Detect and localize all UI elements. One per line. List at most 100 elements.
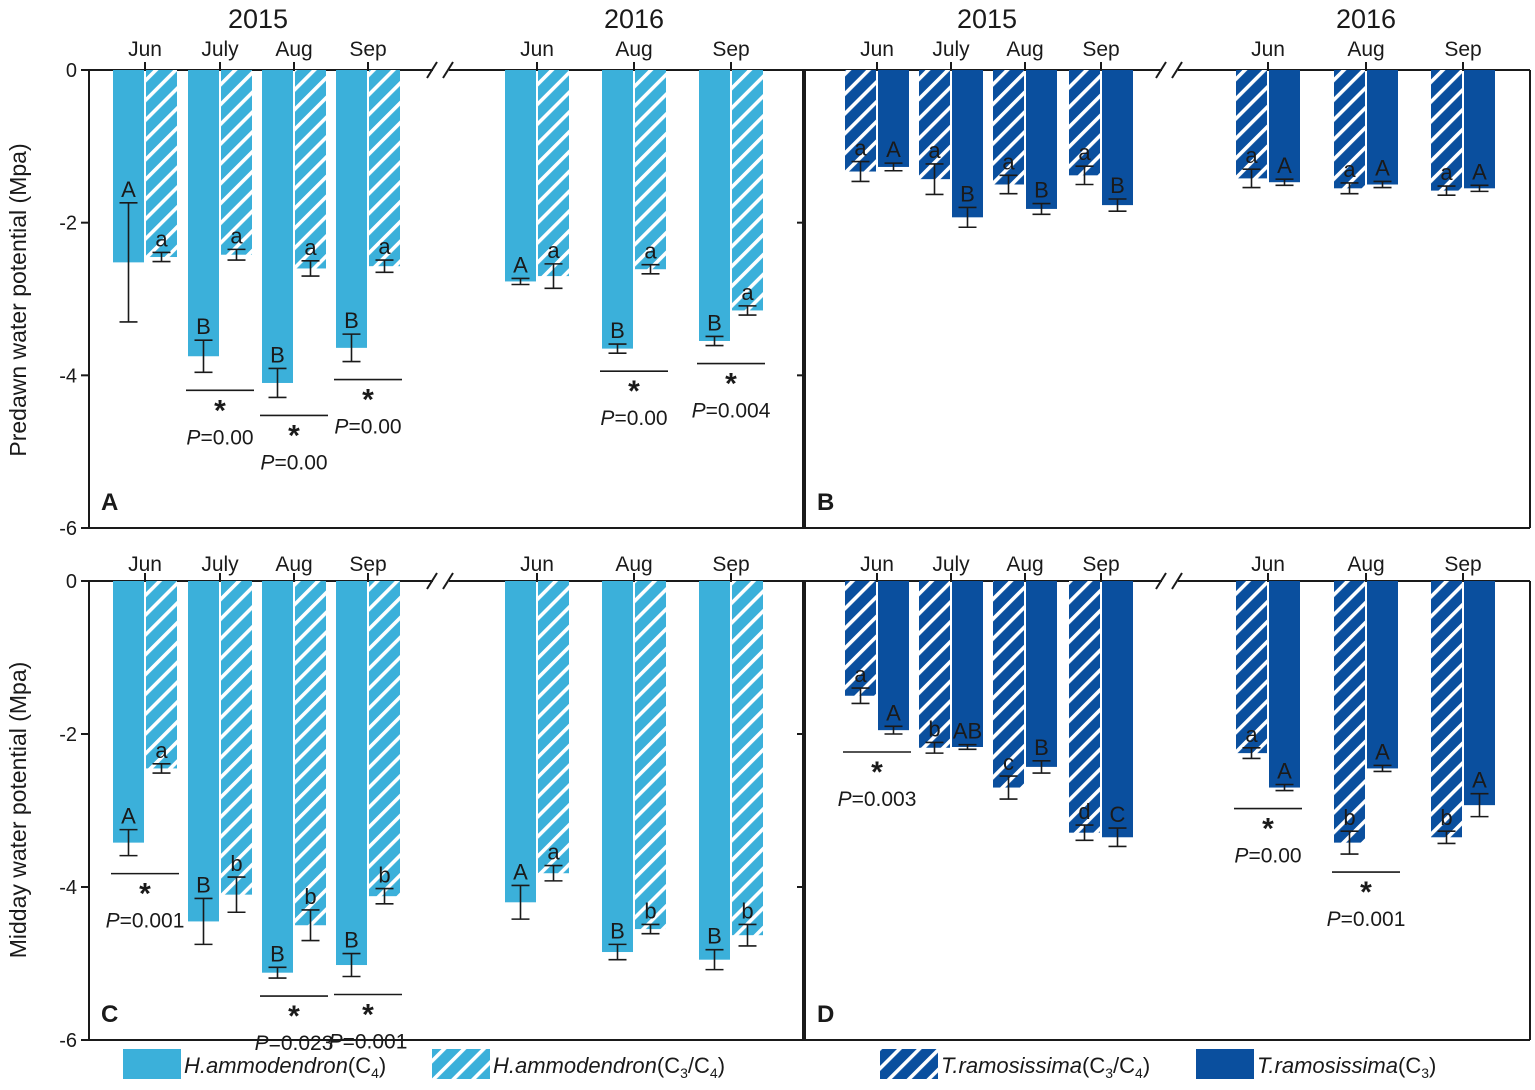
significance-asterisk: * [288, 419, 300, 452]
significance-letter: B [1034, 178, 1049, 203]
significance-letter: a [155, 738, 168, 763]
significance-letter: A [513, 859, 528, 884]
bar [602, 70, 633, 349]
significance-letter: A [513, 252, 528, 277]
p-value-label: P=0.00 [1234, 845, 1301, 868]
significance-letter: c [1003, 750, 1014, 775]
bar [113, 581, 144, 843]
significance-letter: B [270, 941, 285, 966]
bar [188, 70, 219, 357]
y-tick-label: -4 [59, 365, 77, 387]
significance-letter: AB [953, 719, 982, 744]
legend-entry-ham-c3c4: H.ammodendron(C3/C4) [432, 1049, 725, 1081]
bar [699, 70, 730, 341]
svg-text:H.ammodendron(C3/C4): H.ammodendron(C3/C4) [493, 1053, 725, 1081]
significance-letter: B [1034, 735, 1049, 760]
bar [1367, 581, 1398, 769]
bar [1236, 70, 1267, 179]
legend-label-ham-c3c4-species: H.ammodendron [493, 1053, 657, 1078]
significance-letter: b [741, 898, 753, 923]
significance-letter: a [230, 223, 243, 248]
significance-letter: a [547, 840, 560, 865]
significance-letter: a [741, 280, 754, 305]
month-label: Aug [1006, 38, 1043, 61]
significance-letter: A [1375, 739, 1390, 764]
bar [845, 581, 876, 696]
significance-letter: b [1343, 805, 1355, 830]
y-axis-title-midday: Midday water potential (Mpa) [5, 662, 31, 959]
bar [1431, 70, 1462, 191]
p-value-label: P=0.001 [106, 910, 185, 933]
significance-letter: b [1440, 805, 1452, 830]
bar [845, 70, 876, 172]
p-value-label: P=0.023 [255, 1032, 334, 1055]
svg-text:T.ramosissima(C3/C4): T.ramosissima(C3/C4) [941, 1053, 1150, 1081]
month-label: Jun [1251, 38, 1285, 61]
bar [1026, 581, 1057, 767]
axis-break-mark [1171, 572, 1183, 590]
legend-swatch-ham-c4 [123, 1049, 181, 1079]
bar [1026, 70, 1057, 209]
legend-label-tra-c3-species: T.ramosissima [1257, 1053, 1398, 1078]
panel-c-midday-h-ammodendron: 0 -2 -4 -6 Jun July Aug Sep Jun Aug Sep A B B B A B Ba b b b… [59, 553, 804, 1055]
bar [919, 70, 950, 180]
y-tick-label: -2 [59, 213, 77, 235]
year-label: 2015 [957, 4, 1017, 34]
month-label: Sep [1444, 38, 1481, 61]
bar [699, 581, 730, 960]
axis-break-mark [442, 572, 454, 590]
y-tick-label: -2 [59, 724, 77, 746]
bar [952, 581, 983, 748]
bar [221, 70, 252, 255]
month-label: Jun [1251, 553, 1285, 576]
legend-swatch-ham-c3c4 [432, 1049, 490, 1079]
axis-break-mark [442, 61, 454, 79]
month-label: Jun [520, 38, 554, 61]
legend-swatch-tra-c3 [1196, 1049, 1254, 1079]
significance-asterisk: * [288, 1000, 300, 1033]
significance-letter: b [230, 851, 242, 876]
legend-label-tra-c3c4-species: T.ramosissima [941, 1053, 1082, 1078]
legend: H.ammodendron(C4) H.ammodendron(C3/C4) T… [123, 1049, 1436, 1081]
significance-letter: B [1110, 173, 1125, 198]
panel-letter: D [817, 1001, 834, 1028]
significance-letter: B [344, 928, 359, 953]
significance-letter: a [1343, 157, 1356, 182]
significance-letter: a [928, 138, 941, 163]
legend-entry-tra-c3c4: T.ramosissima(C3/C4) [880, 1049, 1150, 1081]
bar [221, 581, 252, 895]
bar [146, 581, 177, 769]
bar [878, 70, 909, 167]
significance-letter: b [304, 884, 316, 909]
significance-letter: B [610, 918, 625, 943]
significance-letter: a [155, 226, 168, 251]
bar [732, 70, 763, 311]
bar [1367, 70, 1398, 185]
significance-asterisk: * [1360, 876, 1372, 909]
y-axis-title-predawn: Predawn water potential (Mpa) [5, 143, 31, 456]
significance-letter: B [707, 310, 722, 335]
y-tick-label: -6 [59, 518, 77, 540]
bar [336, 581, 367, 966]
month-label: Jun [128, 553, 162, 576]
axis-break-mark [426, 572, 438, 590]
bar [262, 70, 293, 383]
bar [602, 581, 633, 953]
panel-letter: B [817, 489, 834, 516]
significance-letter: A [886, 137, 901, 162]
p-value-label: P=0.00 [334, 416, 401, 439]
p-value-label: P=0.001 [1327, 908, 1406, 931]
legend-entry-tra-c3: T.ramosissima(C3) [1196, 1049, 1436, 1081]
bar [146, 70, 177, 258]
month-label: July [932, 38, 970, 61]
significance-asterisk: * [214, 394, 226, 427]
bar [1334, 581, 1365, 843]
bar [538, 70, 569, 277]
significance-letter: B [707, 924, 722, 949]
month-label: Sep [1444, 553, 1481, 576]
month-label: Aug [275, 553, 312, 576]
month-label: Sep [349, 553, 386, 576]
y-tick-label: -6 [59, 1030, 77, 1052]
axis-break-mark [1155, 61, 1167, 79]
